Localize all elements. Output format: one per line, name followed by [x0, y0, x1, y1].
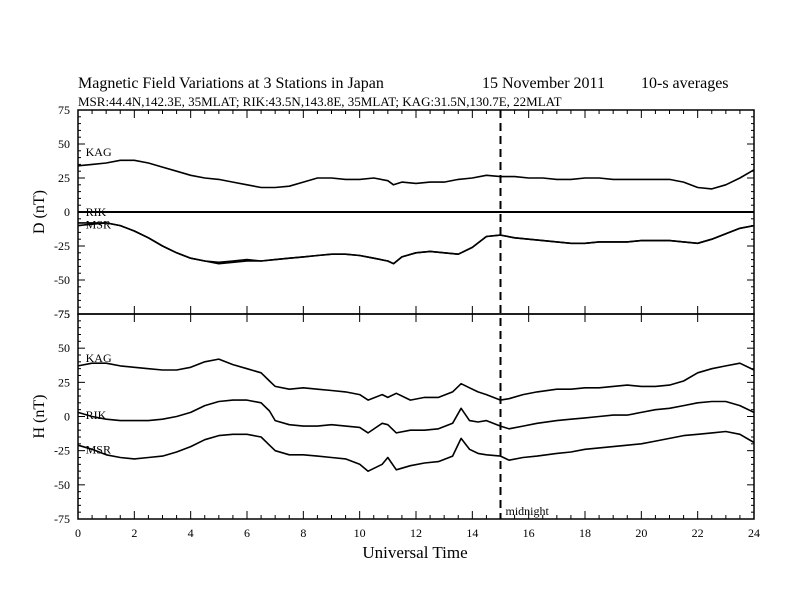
y-tick-label: 50 [58, 341, 70, 355]
y-tick-label: -50 [54, 478, 70, 492]
x-tick-label: 14 [466, 526, 478, 540]
y-tick-label: 25 [58, 171, 70, 185]
x-tick-label: 6 [244, 526, 250, 540]
series-label-kag: KAG [86, 145, 112, 159]
y-tick-label: -75 [54, 512, 70, 526]
y-tick-label: 50 [58, 137, 70, 151]
x-tick-label: 12 [410, 526, 422, 540]
chart-title: Magnetic Field Variations at 3 Stations … [78, 75, 384, 92]
x-tick-label: 8 [300, 526, 306, 540]
y-axis-label: D (nT) [31, 190, 48, 234]
y-tick-label: -50 [54, 273, 70, 287]
y-tick-label: -75 [54, 307, 70, 321]
x-tick-label: 4 [188, 526, 194, 540]
series-line-rik [77, 222, 755, 265]
y-tick-label: -25 [54, 239, 70, 253]
series-label-kag: KAG [86, 351, 112, 365]
x-tick-label: 2 [131, 526, 137, 540]
series-line-msr [78, 222, 755, 265]
chart-date: 15 November 2011 [482, 75, 605, 92]
x-axis: 0 2 4 6 8 10 12 14 16 18 20 22 24 [75, 110, 760, 540]
series-line-kag [77, 358, 755, 401]
y-tick-label: 75 [58, 103, 70, 117]
y-tick-label: 0 [64, 410, 70, 424]
x-tick-label: 20 [635, 526, 647, 540]
x-tick-label: 18 [579, 526, 591, 540]
y-axis-label: H (nT) [31, 395, 48, 439]
y-tick-label: 0 [64, 205, 70, 219]
series-line-msr [77, 430, 755, 472]
series-label-msr: MSR [86, 217, 111, 231]
x-tick-label: 24 [748, 526, 760, 540]
chart-subtitle: MSR:44.4N,142.3E, 35MLAT; RIK:43.5N,143.… [78, 94, 562, 109]
x-tick-label: 0 [75, 526, 81, 540]
x-axis-label: Universal Time [362, 543, 467, 562]
x-tick-label: 16 [523, 526, 535, 540]
series-line-kag [77, 159, 755, 190]
series-label-msr: MSR [86, 442, 111, 456]
y-tick-label: -25 [54, 444, 70, 458]
series-label-rik: RIK [86, 205, 107, 219]
series-line-rik [77, 399, 755, 434]
y-tick-label: 75 [58, 307, 70, 321]
x-tick-label: 10 [354, 526, 366, 540]
chart-averaging: 10-s averages [641, 75, 729, 92]
series-label-rik: RIK [86, 408, 107, 422]
panel-h-component: 75 50 25 0 -25 -50 -75 H (nT) KAG RIK MSR [31, 307, 755, 526]
x-tick-label: 22 [692, 526, 704, 540]
midnight-annotation: midnight [506, 504, 550, 518]
y-tick-label: 25 [58, 375, 70, 389]
